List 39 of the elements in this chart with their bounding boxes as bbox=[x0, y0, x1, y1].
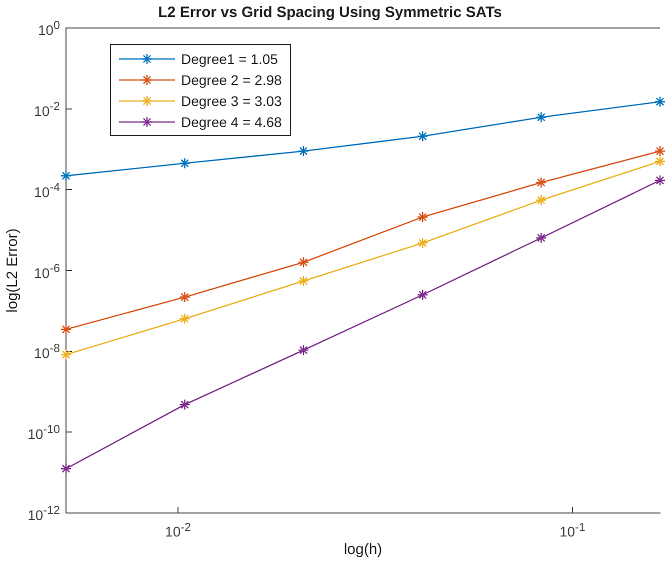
point bbox=[416, 130, 428, 142]
point bbox=[654, 145, 666, 157]
y-tick-label: 10$^{-10}$ bbox=[28, 422, 60, 443]
y-tick-label: 10$^{-12}$ bbox=[28, 503, 60, 524]
point bbox=[298, 256, 310, 268]
point bbox=[60, 324, 72, 335]
y-tick-label: 10$^{-8}$ bbox=[34, 342, 60, 362]
point bbox=[654, 156, 666, 168]
point bbox=[179, 313, 190, 324]
point bbox=[298, 275, 310, 287]
point bbox=[179, 158, 190, 169]
point bbox=[536, 232, 547, 244]
legend-label: Degree1 = 1.05 bbox=[181, 50, 278, 66]
point bbox=[179, 398, 190, 410]
chart-title: L2 Error vs Grid Spacing Using Symmetric SATs bbox=[158, 4, 502, 22]
point bbox=[60, 463, 72, 474]
point bbox=[536, 176, 547, 188]
point bbox=[179, 291, 190, 303]
y-tick-label: 10$^{0}$ bbox=[38, 18, 60, 39]
legend-label: Degree 4 = 4.68 bbox=[181, 114, 282, 130]
point bbox=[298, 145, 310, 157]
point bbox=[654, 96, 666, 108]
legend-label: Degree 3 = 3.03 bbox=[181, 92, 282, 108]
point bbox=[416, 237, 428, 249]
x-axis-title: log(h) bbox=[344, 541, 382, 558]
point bbox=[60, 348, 72, 360]
y-tick-label: 10$^{-2}$ bbox=[34, 99, 60, 120]
point bbox=[416, 289, 428, 300]
y-axis-title: log(L2 Error) bbox=[4, 228, 22, 313]
y-tick-label: 10$^{-4}$ bbox=[34, 180, 60, 200]
point bbox=[298, 344, 310, 356]
point bbox=[416, 211, 428, 223]
point bbox=[536, 194, 547, 206]
point bbox=[60, 170, 72, 182]
point bbox=[536, 112, 547, 123]
y-tick-label: 10$^{-6}$ bbox=[34, 260, 60, 282]
x-tick-label: 10$^{-1}$ bbox=[559, 520, 586, 541]
legend-label: Degree 2 = 2.98 bbox=[181, 72, 282, 88]
point bbox=[654, 174, 666, 186]
